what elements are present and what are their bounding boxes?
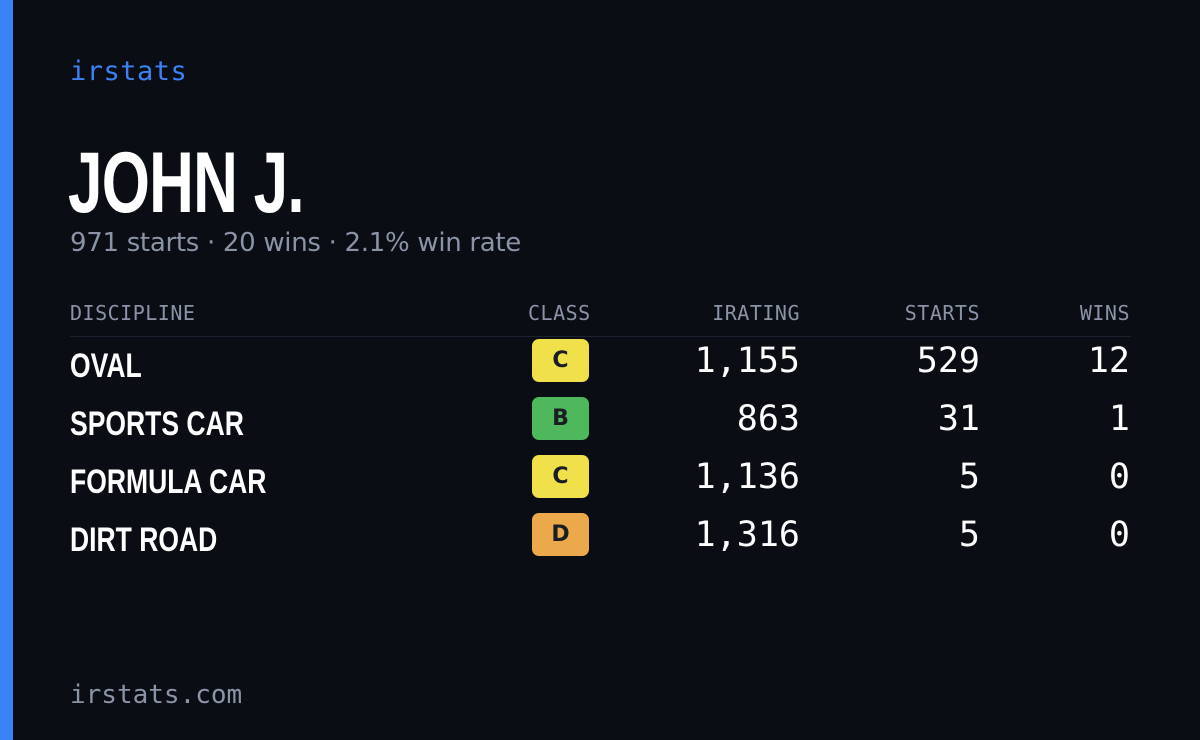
irating-value: 1,136 bbox=[694, 457, 800, 497]
header-irating: IRATING bbox=[712, 301, 800, 325]
header-wins: WINS bbox=[1079, 301, 1130, 325]
brand-logo: irstats bbox=[70, 56, 188, 87]
accent-bar bbox=[0, 0, 13, 740]
class-badge: C bbox=[532, 455, 589, 498]
header-starts: STARTS bbox=[904, 301, 980, 325]
irating-value: 1,155 bbox=[694, 341, 800, 381]
starts-value: 529 bbox=[916, 341, 980, 381]
table-row-sports-car: SPORTS CAR B 863 31 1 bbox=[70, 395, 1131, 453]
class-badge: D bbox=[532, 513, 589, 556]
discipline-name: FORMULA CAR bbox=[70, 463, 267, 501]
discipline-name: OVAL bbox=[70, 347, 142, 385]
driver-summary: 971 starts · 20 wins · 2.1% win rate bbox=[70, 228, 522, 258]
table-row-dirt-road: DIRT ROAD D 1,316 5 0 bbox=[70, 511, 1131, 569]
class-badge: C bbox=[532, 339, 589, 382]
class-badge: B bbox=[532, 397, 589, 440]
wins-value: 0 bbox=[1108, 515, 1130, 555]
irating-value: 1,316 bbox=[694, 515, 800, 555]
discipline-name: DIRT ROAD bbox=[70, 521, 218, 559]
wins-value: 12 bbox=[1087, 341, 1130, 381]
starts-value: 31 bbox=[937, 399, 980, 439]
wins-value: 1 bbox=[1108, 399, 1130, 439]
wins-value: 0 bbox=[1108, 457, 1130, 497]
table-row-oval: OVAL C 1,155 529 12 bbox=[70, 337, 1131, 395]
starts-value: 5 bbox=[958, 515, 980, 555]
starts-value: 5 bbox=[958, 457, 980, 497]
discipline-name: SPORTS CAR bbox=[70, 405, 244, 443]
header-discipline: DISCIPLINE bbox=[70, 301, 196, 325]
header-class: CLASS bbox=[528, 301, 591, 325]
irating-value: 863 bbox=[736, 399, 800, 439]
footer-url[interactable]: irstats.com bbox=[70, 680, 243, 710]
table-row-formula-car: FORMULA CAR C 1,136 5 0 bbox=[70, 453, 1131, 511]
table-header: DISCIPLINE CLASS IRATING STARTS WINS bbox=[70, 300, 1131, 337]
driver-name: JOHN J. bbox=[68, 135, 305, 231]
stats-table: DISCIPLINE CLASS IRATING STARTS WINS OVA… bbox=[70, 300, 1131, 569]
